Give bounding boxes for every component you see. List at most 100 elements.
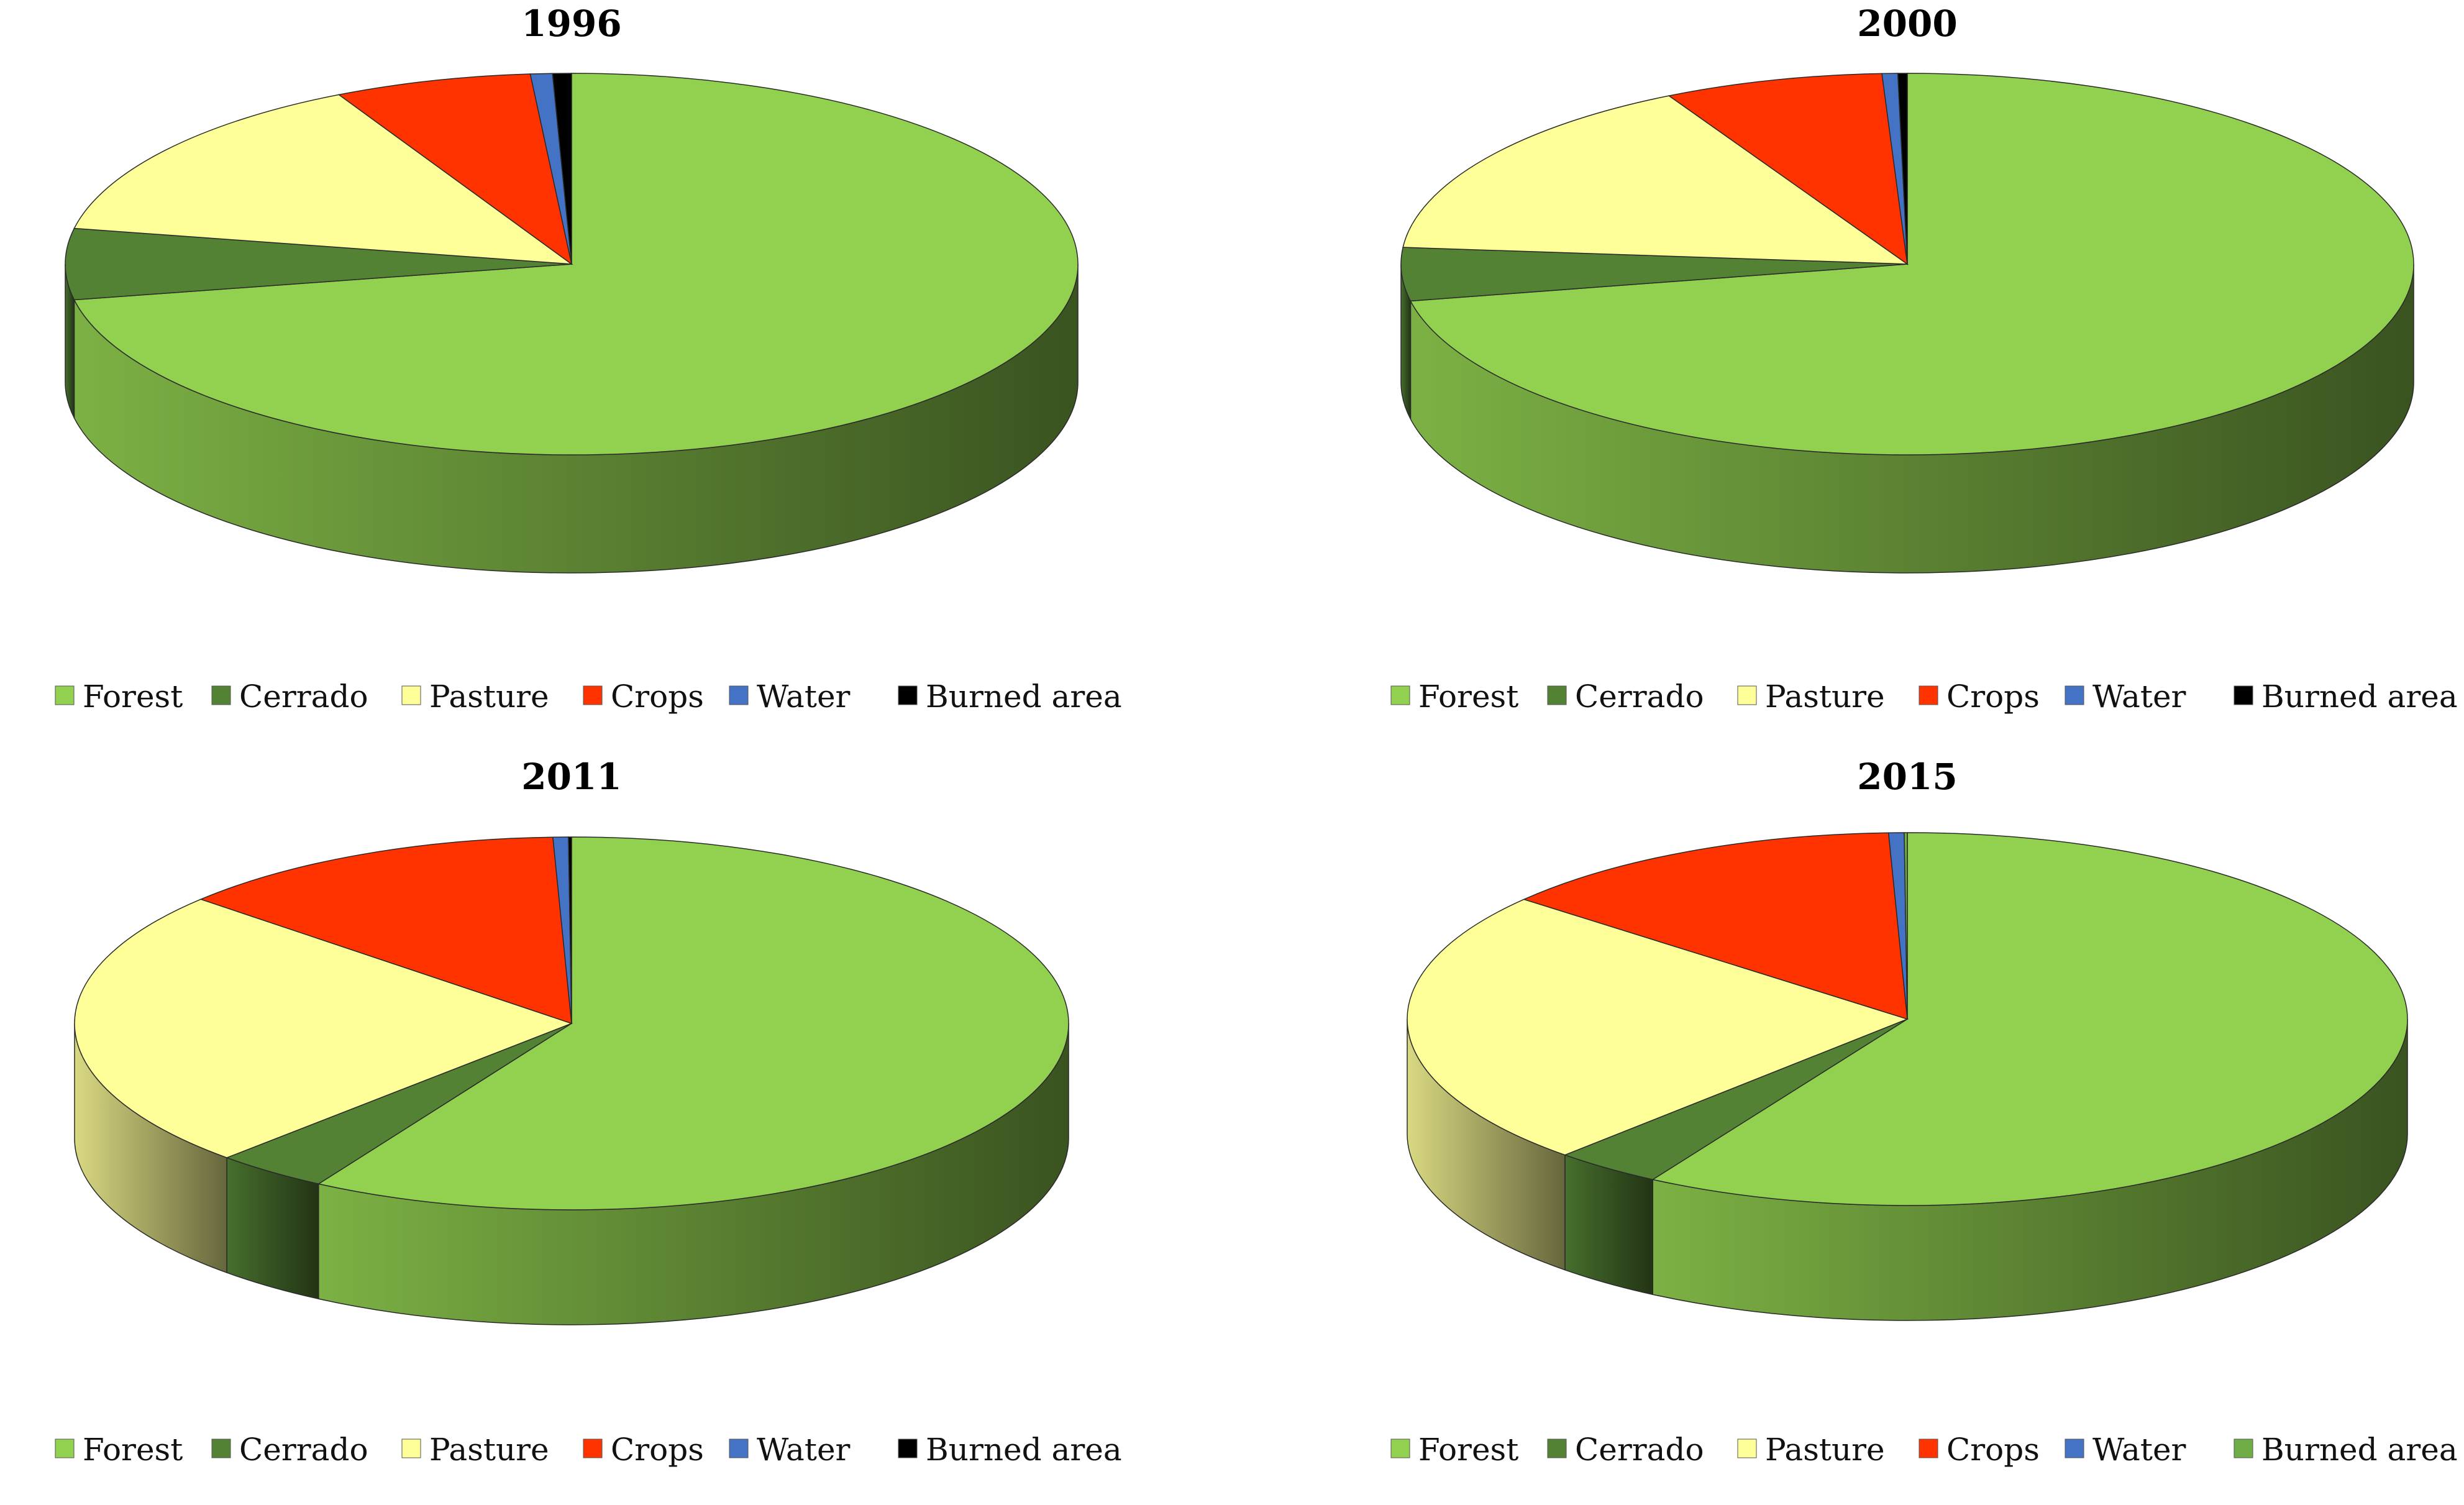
legend-swatch (2234, 1439, 2253, 1458)
pie-slice-burned-area (552, 73, 572, 265)
legend-swatch (211, 685, 231, 705)
legend-item-crops: Crops (1919, 679, 2040, 715)
legend-swatch (2065, 1439, 2084, 1458)
legend-label: Cerrado (1575, 679, 1704, 715)
legend-item-cerrado: Cerrado (211, 1432, 368, 1468)
legend-label: Forest (1418, 679, 1518, 715)
legend-label: Burned area (926, 679, 1122, 715)
legend-swatch (401, 685, 421, 705)
legend-swatch (898, 1439, 918, 1458)
legend-label: Crops (611, 679, 704, 715)
legend-item-forest: Forest (1390, 679, 1518, 715)
legend-swatch (211, 1439, 231, 1458)
legend-item-water: Water (2065, 1432, 2186, 1468)
pie-slice-crops (1522, 832, 1908, 1020)
legend-item-crops: Crops (583, 1432, 704, 1468)
chart-legend: Forest Cerrado Pasture Crops Water Burned are… (1390, 1432, 2458, 1468)
legend-item-crops: Crops (583, 679, 704, 715)
legend-swatch (583, 685, 603, 705)
legend-swatch (1919, 1439, 1938, 1458)
pie-slice-crops (337, 73, 573, 265)
legend-item-cerrado: Cerrado (1547, 1432, 1704, 1468)
legend-item-cerrado: Cerrado (211, 679, 368, 715)
legend-swatch (1737, 1439, 1757, 1458)
legend-item-pasture: Pasture (401, 679, 549, 715)
legend-item-forest: Forest (55, 1432, 183, 1468)
legend-label: Water (757, 1432, 851, 1468)
legend-label: Crops (1946, 1432, 2040, 1468)
legend-label: Pasture (1765, 1432, 1885, 1468)
legend-label: Burned area (2261, 1432, 2458, 1468)
pie-chart-1996: 1996 Forest Cerrado Pasture Crops Water Burned… (55, 2, 1122, 715)
legend-label: Forest (83, 1432, 183, 1468)
legend-item-pasture: Pasture (1737, 1432, 1885, 1468)
legend-item-cerrado: Cerrado (1547, 679, 1704, 715)
legend-item-forest: Forest (1390, 1432, 1518, 1468)
legend-label: Forest (1418, 1432, 1518, 1468)
legend-label: Burned area (926, 1432, 1122, 1468)
pie-slice-burned-area (1904, 832, 1908, 1020)
chart-legend: Forest Cerrado Pasture Crops Water Burned are… (55, 679, 1122, 715)
legend-label: Water (2092, 1432, 2186, 1468)
legend-swatch (729, 1439, 749, 1458)
legend-item-forest: Forest (55, 679, 183, 715)
legend-label: Pasture (429, 1432, 549, 1468)
legend-item-water: Water (2065, 679, 2186, 715)
pie-slice-burned-area (1897, 73, 1908, 265)
chart-title: 2000 (1857, 2, 1957, 45)
legend-label: Cerrado (1575, 1432, 1704, 1468)
chart-legend: Forest Cerrado Pasture Crops Water Burned are… (55, 1432, 1122, 1468)
legend-label: Water (2092, 679, 2186, 715)
legend-item-burned-area: Burned area (898, 1432, 1122, 1468)
legend-swatch (55, 685, 75, 705)
chart-legend: Forest Cerrado Pasture Crops Water Burned are… (1390, 679, 2458, 715)
pie-slice-forest (1410, 73, 2414, 455)
legend-swatch (898, 685, 918, 705)
legend-swatch (1390, 685, 1410, 705)
legend-label: Burned area (2261, 679, 2458, 715)
legend-item-burned-area: Burned area (2234, 1432, 2458, 1468)
pie-slice-pasture (1407, 899, 1909, 1156)
legend-label: Cerrado (239, 1432, 368, 1468)
legend-swatch (2234, 685, 2253, 705)
legend-item-pasture: Pasture (401, 1432, 549, 1468)
pie-slice-crops (1668, 73, 1908, 265)
pie-slice-forest (317, 836, 1069, 1210)
legend-item-crops: Crops (1919, 1432, 2040, 1468)
pie-chart-2000: 2000 Forest Cerrado Pasture Crops Water Burned… (1390, 2, 2458, 715)
legend-swatch (1547, 685, 1567, 705)
legend-label: Crops (1946, 679, 2040, 715)
pie-slice-burned-area (568, 836, 572, 1024)
legend-swatch (1547, 1439, 1567, 1458)
legend-swatch (729, 685, 749, 705)
chart-title: 1996 (521, 2, 621, 45)
chart-title: 2011 (521, 756, 621, 798)
legend-item-burned-area: Burned area (898, 679, 1122, 715)
legend-swatch (401, 1439, 421, 1458)
chart-title: 2015 (1857, 756, 1957, 798)
pie-chart-2011: 2011 Forest Cerrado Pasture Crops Water Burned… (55, 756, 1122, 1468)
legend-label: Water (757, 679, 851, 715)
legend-label: Pasture (1765, 679, 1885, 715)
legend-swatch (583, 1439, 603, 1458)
legend-item-burned-area: Burned area (2234, 679, 2458, 715)
pie-side-walls (1400, 263, 2414, 574)
legend-swatch (2065, 685, 2084, 705)
pie-slice-crops (199, 836, 572, 1025)
legend-label: Cerrado (239, 679, 368, 715)
pie-chart-2015: 2015 Forest Cerrado Pasture Crops Water Burned… (1390, 756, 2458, 1468)
legend-swatch (1737, 685, 1757, 705)
legend-swatch (1390, 1439, 1410, 1458)
legend-item-water: Water (729, 679, 851, 715)
pie-slice-cerrado (1400, 247, 1908, 302)
pie-slice-forest (1651, 832, 2408, 1206)
legend-swatch (55, 1439, 75, 1458)
pie-slice-cerrado (65, 227, 572, 301)
legend-label: Crops (611, 1432, 704, 1468)
legend-label: Pasture (429, 679, 549, 715)
legend-label: Forest (83, 679, 183, 715)
legend-swatch (1919, 685, 1938, 705)
pie-side-walls (74, 1023, 1069, 1325)
pie-slice-forest (73, 73, 1079, 455)
